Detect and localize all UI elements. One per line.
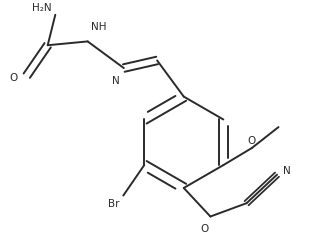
Text: O: O (9, 73, 17, 82)
Text: Br: Br (108, 199, 120, 209)
Text: N: N (283, 166, 291, 176)
Text: O: O (200, 224, 209, 234)
Text: H₂N: H₂N (32, 3, 51, 13)
Text: N: N (112, 76, 120, 86)
Text: O: O (248, 136, 256, 146)
Text: NH: NH (92, 22, 107, 32)
